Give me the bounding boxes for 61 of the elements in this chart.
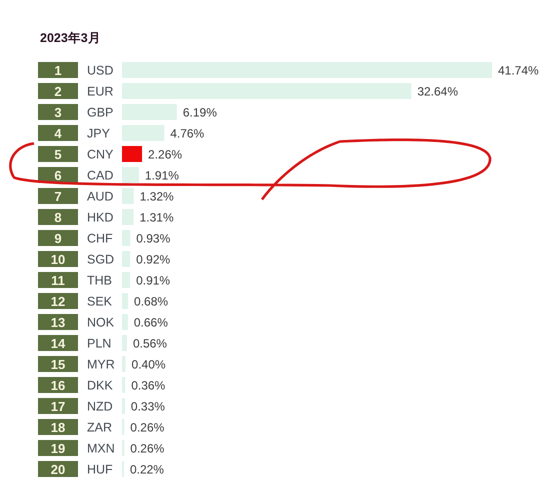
category-label: THB [87,274,112,288]
value-label: 0.33% [130,400,165,414]
rank-label: 20 [50,462,66,477]
rank-label: 9 [54,230,62,246]
value-label: 2.26% [148,148,182,162]
category-label: GBP [87,106,114,120]
rank-label: 5 [54,146,62,162]
category-label: HKD [87,210,114,224]
value-label: 0.56% [132,336,167,350]
value-label: 0.93% [136,232,170,246]
value-label: 0.92% [136,252,170,266]
value-label: 1.31% [140,210,174,224]
rank-label: 2 [54,84,62,99]
category-label: CAD [87,168,114,182]
value-label: 41.74% [498,64,539,78]
value-label: 6.19% [182,106,217,120]
rank-label: 15 [50,356,66,372]
rank-label: 16 [50,378,66,393]
rank-label: 14 [50,336,66,351]
rank-label: 8 [54,210,62,225]
category-label: MXN [87,442,115,456]
category-label: HUF [87,462,113,476]
rank-label: 3 [54,104,62,120]
rank-label: 13 [50,314,66,330]
value-label: 0.91% [136,274,170,288]
category-label: AUD [87,190,114,204]
value-label: 4.76% [170,126,204,140]
rank-label: 17 [50,398,66,414]
value-label: 0.40% [132,358,166,372]
rank-label: 10 [50,252,66,267]
category-label: PLN [87,336,112,350]
value-label: 0.68% [134,294,168,308]
rank-label: 19 [50,440,66,456]
category-label: USD [87,64,114,78]
category-label: NOK [87,316,114,330]
value-label: 0.36% [131,378,166,392]
category-label: SGD [87,252,114,266]
value-label: 1.32% [140,190,174,204]
category-label: ZAR [87,420,112,434]
category-label: CHF [87,232,113,246]
category-label: CNY [87,148,114,162]
category-label: JPY [87,126,110,140]
rank-label: 18 [50,420,66,435]
category-label: EUR [87,84,114,98]
rank-label: 1 [54,62,62,78]
value-label: 1.91% [144,168,179,182]
category-label: DKK [87,378,113,392]
rank-label: 12 [50,294,66,309]
value-label: 0.26% [130,442,164,456]
value-label: 0.66% [134,316,168,330]
title: 2023年3月 [40,31,101,45]
rank-label: 7 [54,188,62,204]
category-label: MYR [87,358,115,372]
value-label: 0.26% [130,420,164,434]
rank-label: 11 [51,272,65,288]
value-label: 32.64% [417,84,458,98]
rank-label: 4 [54,126,62,141]
category-label: NZD [87,400,113,414]
rank-label: 6 [54,168,62,183]
value-label: 0.22% [130,462,164,476]
category-label: SEK [87,294,112,308]
